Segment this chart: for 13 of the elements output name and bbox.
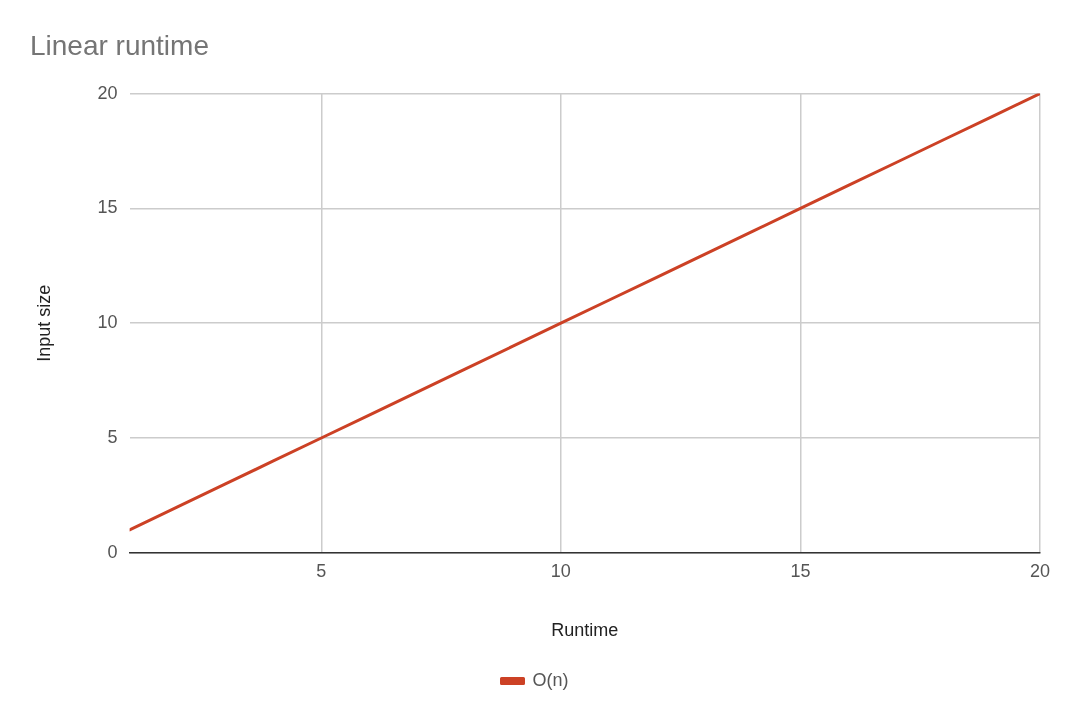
y-tick-label: 20 (97, 82, 118, 103)
y-tick-label: 10 (97, 312, 118, 333)
x-tick-label: 20 (1029, 560, 1051, 581)
chart-title: Linear runtime (30, 29, 209, 61)
x-tick-label: 5 (316, 560, 327, 581)
x-tick-label: 10 (550, 560, 571, 581)
y-tick-label: 5 (107, 426, 118, 447)
y-tick-label: 0 (107, 541, 118, 562)
legend-label: O(n) (532, 669, 569, 690)
y-axis-title: Input size (33, 284, 54, 362)
y-tick-label: 15 (97, 197, 118, 218)
x-axis-title: Runtime (551, 620, 619, 641)
x-tick-label: 15 (790, 560, 811, 581)
